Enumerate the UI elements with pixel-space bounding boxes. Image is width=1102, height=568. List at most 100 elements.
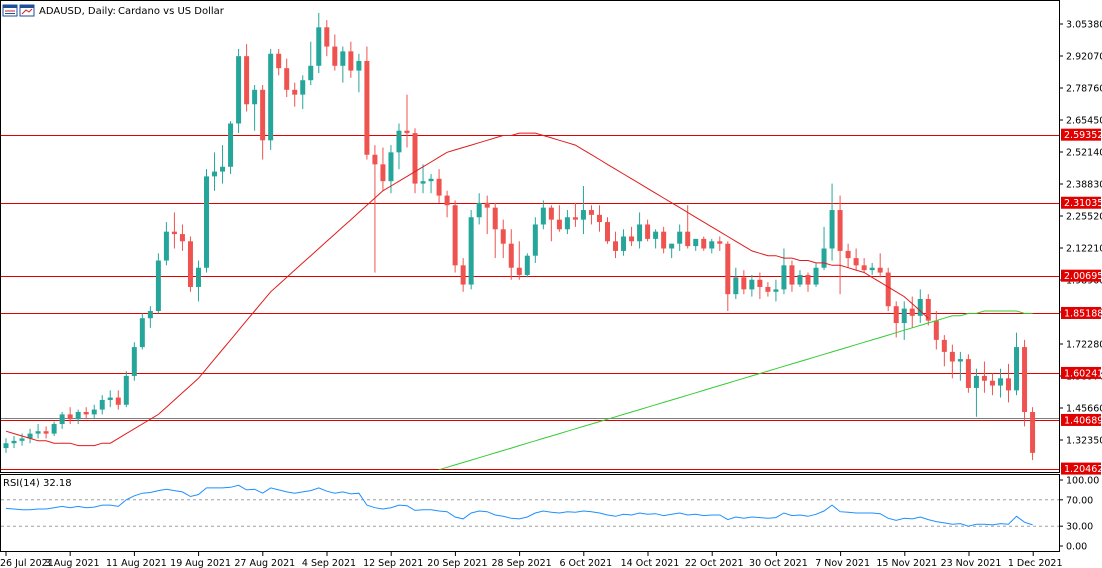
candle xyxy=(348,41,354,78)
candle xyxy=(228,121,234,174)
level-price-tag: 2.00695 xyxy=(1061,269,1102,282)
candle xyxy=(917,289,923,324)
candle-body xyxy=(404,130,410,134)
candle xyxy=(204,169,209,273)
candle xyxy=(492,202,498,259)
candle-body xyxy=(773,289,779,292)
candle-body xyxy=(155,260,161,312)
ma-fast-line xyxy=(5,132,929,447)
rsi-tick-label: 100.00 xyxy=(1066,476,1099,487)
candle xyxy=(276,48,282,76)
time-tick-label: 4 Sep 2021 xyxy=(302,558,356,568)
candle-body xyxy=(356,60,362,71)
level-price-tag-bg xyxy=(1061,128,1101,141)
candle xyxy=(51,421,57,437)
candle-body xyxy=(821,248,827,268)
symbol-description: Cardano vs US Dollar xyxy=(118,6,225,17)
candle-body xyxy=(204,176,209,268)
candle xyxy=(187,236,193,292)
candle xyxy=(11,436,17,449)
candle-body xyxy=(717,241,723,244)
rsi-indicator xyxy=(1,484,1059,527)
candle-body xyxy=(300,80,306,95)
candle-body xyxy=(580,210,586,220)
candle-body xyxy=(75,411,81,420)
candle-body xyxy=(877,267,883,273)
candle xyxy=(893,301,899,338)
candle-body xyxy=(949,351,955,362)
candle xyxy=(1022,339,1028,427)
candle-body xyxy=(933,320,939,340)
candle-body xyxy=(51,424,57,434)
candle xyxy=(572,202,578,227)
candle xyxy=(901,301,907,340)
symbol-label: ADAUSD, Daily: xyxy=(39,6,116,17)
candle-body xyxy=(596,214,602,223)
candle-body xyxy=(588,210,594,215)
level-price-tag-label: 1.20462 xyxy=(1064,464,1102,475)
time-tick-label: 14 Oct 2021 xyxy=(621,558,680,568)
time-tick-label: 3 Aug 2021 xyxy=(45,558,100,568)
candle-body xyxy=(540,207,546,225)
price-axis[interactable]: 3.05380 2.92070 2.78760 2.65450 2.52140 2.388… xyxy=(1059,20,1102,447)
candle xyxy=(693,238,699,251)
chart-window-icon[interactable] xyxy=(19,4,35,17)
candle-body xyxy=(444,195,450,206)
time-tick-label: 19 Aug 2021 xyxy=(170,558,231,568)
candle-body xyxy=(220,166,226,172)
candle-body xyxy=(516,267,522,275)
candle-body xyxy=(1006,378,1011,391)
candle-body xyxy=(532,224,538,256)
candle xyxy=(324,20,330,57)
candle-body xyxy=(845,250,851,259)
candle-body xyxy=(837,210,843,251)
candle xyxy=(556,205,562,232)
candle-body xyxy=(452,205,458,266)
level-price-tag-label: 1.60241 xyxy=(1064,368,1102,379)
candle-body xyxy=(853,258,859,266)
candle xyxy=(3,438,9,453)
candle-body xyxy=(139,318,145,348)
candle-body xyxy=(396,130,402,153)
candle-body xyxy=(236,56,242,124)
time-tick-label: 22 Oct 2021 xyxy=(685,558,744,568)
candle xyxy=(412,128,418,194)
candle xyxy=(532,217,538,263)
candle xyxy=(484,195,490,235)
time-tick-label: 23 Nov 2021 xyxy=(941,558,1002,568)
candle xyxy=(139,313,145,350)
window-list-icon[interactable] xyxy=(2,4,18,17)
candle-body xyxy=(428,178,434,182)
candle-body xyxy=(548,207,554,220)
candle xyxy=(797,270,803,287)
level-price-tag-label: 2.31035 xyxy=(1064,198,1102,209)
time-tick-label: 28 Sep 2021 xyxy=(491,558,551,568)
candle-body xyxy=(492,207,498,230)
candle xyxy=(516,241,522,280)
candle xyxy=(548,205,554,242)
candle-body xyxy=(621,236,627,251)
candle-body xyxy=(997,378,1003,386)
candle xyxy=(59,411,65,429)
candle-body xyxy=(637,224,643,242)
candle-body xyxy=(147,311,153,319)
candle xyxy=(733,267,739,299)
candle-body xyxy=(316,27,322,66)
candle-body xyxy=(228,123,234,167)
candle xyxy=(244,44,250,112)
candle-body xyxy=(564,217,570,230)
level-price-tag-bg xyxy=(1061,196,1101,209)
candle-body xyxy=(973,375,979,388)
level-price-tag-label: 1.40689 xyxy=(1064,415,1102,426)
candle xyxy=(468,210,474,290)
candle xyxy=(67,407,73,425)
rsi-axis: 100.00 70.00 30.00 0.00 xyxy=(1059,476,1099,553)
candle xyxy=(123,371,129,408)
candle-body xyxy=(572,217,578,220)
candle-body xyxy=(941,339,947,352)
candle-body xyxy=(107,397,113,400)
candle-body xyxy=(284,68,290,90)
candle-body xyxy=(813,267,819,285)
candle-body xyxy=(3,443,9,449)
